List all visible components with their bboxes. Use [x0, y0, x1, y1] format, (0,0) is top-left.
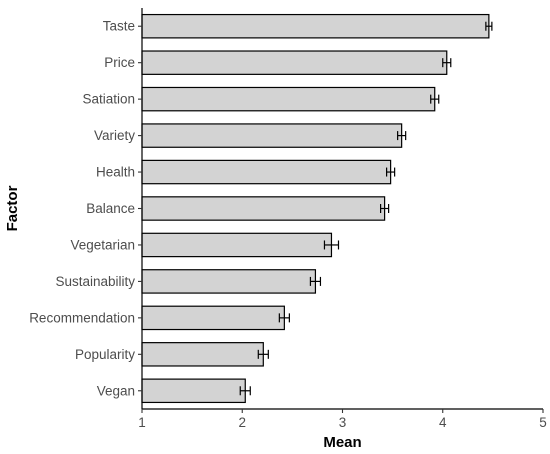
- y-tick-label-sustainability: Sustainability: [55, 274, 135, 289]
- error-bar-satiation: [430, 94, 440, 104]
- y-tick-label-vegetarian: Vegetarian: [70, 237, 135, 252]
- bar-variety: [141, 123, 403, 148]
- y-axis-ticks: Taste Price Satiation Variety Health Balance V…: [29, 19, 142, 398]
- bars-layer: [141, 13, 490, 404]
- error-bar-taste: [485, 21, 493, 31]
- bar-satiation: [141, 86, 436, 112]
- error-bar-health: [386, 167, 396, 177]
- error-bar-vegan: [239, 386, 251, 396]
- error-bar-variety: [397, 131, 407, 141]
- bar-health: [141, 159, 392, 185]
- bar-popularity: [141, 342, 264, 367]
- y-tick-label-balance: Balance: [86, 201, 135, 216]
- x-tick-label: 3: [339, 415, 347, 430]
- error-bar-recommendation: [278, 313, 290, 323]
- error-bars-layer: [239, 21, 493, 396]
- error-bar-popularity: [257, 349, 269, 359]
- y-tick-label-recommendation: Recommendation: [29, 310, 135, 325]
- error-bar-price: [442, 58, 452, 68]
- x-tick-label: 4: [439, 415, 447, 430]
- bar-recommendation: [141, 305, 285, 331]
- bar-price: [141, 50, 448, 75]
- error-bar-sustainability: [309, 276, 322, 286]
- y-tick-label-satiation: Satiation: [82, 92, 135, 107]
- y-tick-label-taste: Taste: [103, 19, 135, 34]
- x-axis-ticks: 1 2 3 4 5: [138, 409, 547, 430]
- error-bar-vegetarian: [323, 240, 340, 250]
- bar-balance: [141, 196, 386, 221]
- x-axis-title: Mean: [323, 434, 361, 451]
- y-tick-label-vegan: Vegan: [97, 383, 135, 398]
- x-tick-label: 1: [138, 415, 146, 430]
- error-bar-balance: [379, 204, 390, 213]
- bar-vegan: [141, 378, 246, 404]
- y-tick-label-health: Health: [96, 165, 135, 180]
- x-tick-label: 2: [238, 415, 246, 430]
- y-tick-label-variety: Variety: [94, 128, 135, 143]
- y-tick-label-price: Price: [104, 55, 135, 70]
- bar-sustainability: [141, 269, 317, 294]
- bar-vegetarian: [141, 232, 333, 258]
- y-axis-title: Factor: [4, 185, 21, 231]
- bar-taste: [141, 13, 490, 39]
- y-tick-label-popularity: Popularity: [75, 347, 135, 362]
- x-tick-label: 5: [539, 415, 547, 430]
